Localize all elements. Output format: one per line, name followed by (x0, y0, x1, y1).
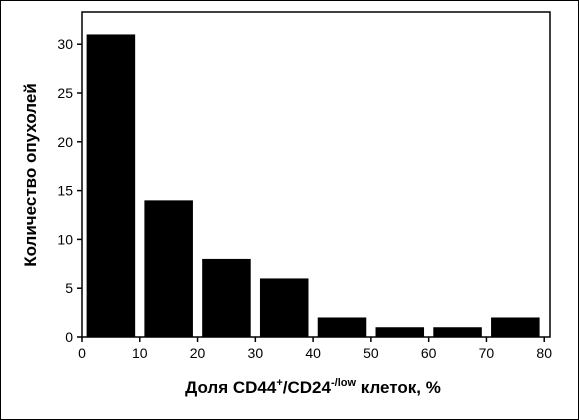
x-label-sup: + (276, 377, 282, 389)
y-tick-label: 20 (57, 134, 73, 150)
y-tick-label: 0 (65, 329, 73, 345)
x-label-part: Доля CD44 (185, 378, 277, 397)
x-tick-label: 30 (248, 345, 264, 361)
x-tick-label: 0 (78, 345, 86, 361)
y-tick-label: 10 (57, 231, 73, 247)
x-label-sup: -/low (331, 377, 356, 389)
y-tick-label: 30 (57, 36, 73, 52)
bar (491, 317, 540, 337)
x-tick-label: 80 (536, 345, 552, 361)
x-tick-label: 50 (363, 345, 379, 361)
bar (259, 278, 309, 337)
bar (375, 327, 425, 337)
bar (202, 258, 251, 337)
x-axis-label: Доля CD44+/CD24-/low клеток, % (185, 377, 441, 397)
x-label-part: /CD24 (283, 378, 332, 397)
x-tick-label: 70 (479, 345, 495, 361)
x-tick-label: 60 (421, 345, 437, 361)
y-tick-label: 15 (57, 183, 73, 199)
x-label-part: клеток, % (356, 378, 441, 397)
y-tick-label: 25 (57, 85, 73, 101)
y-tick-label: 5 (65, 280, 73, 296)
x-tick-label: 20 (190, 345, 206, 361)
plot-frame (81, 11, 551, 338)
bar (317, 317, 367, 337)
x-tick-label: 40 (305, 345, 321, 361)
bar (86, 34, 136, 337)
y-axis-label: Количество опухолей (21, 83, 40, 267)
bar (144, 200, 193, 337)
x-tick-label: 10 (132, 345, 148, 361)
bar (433, 327, 482, 337)
